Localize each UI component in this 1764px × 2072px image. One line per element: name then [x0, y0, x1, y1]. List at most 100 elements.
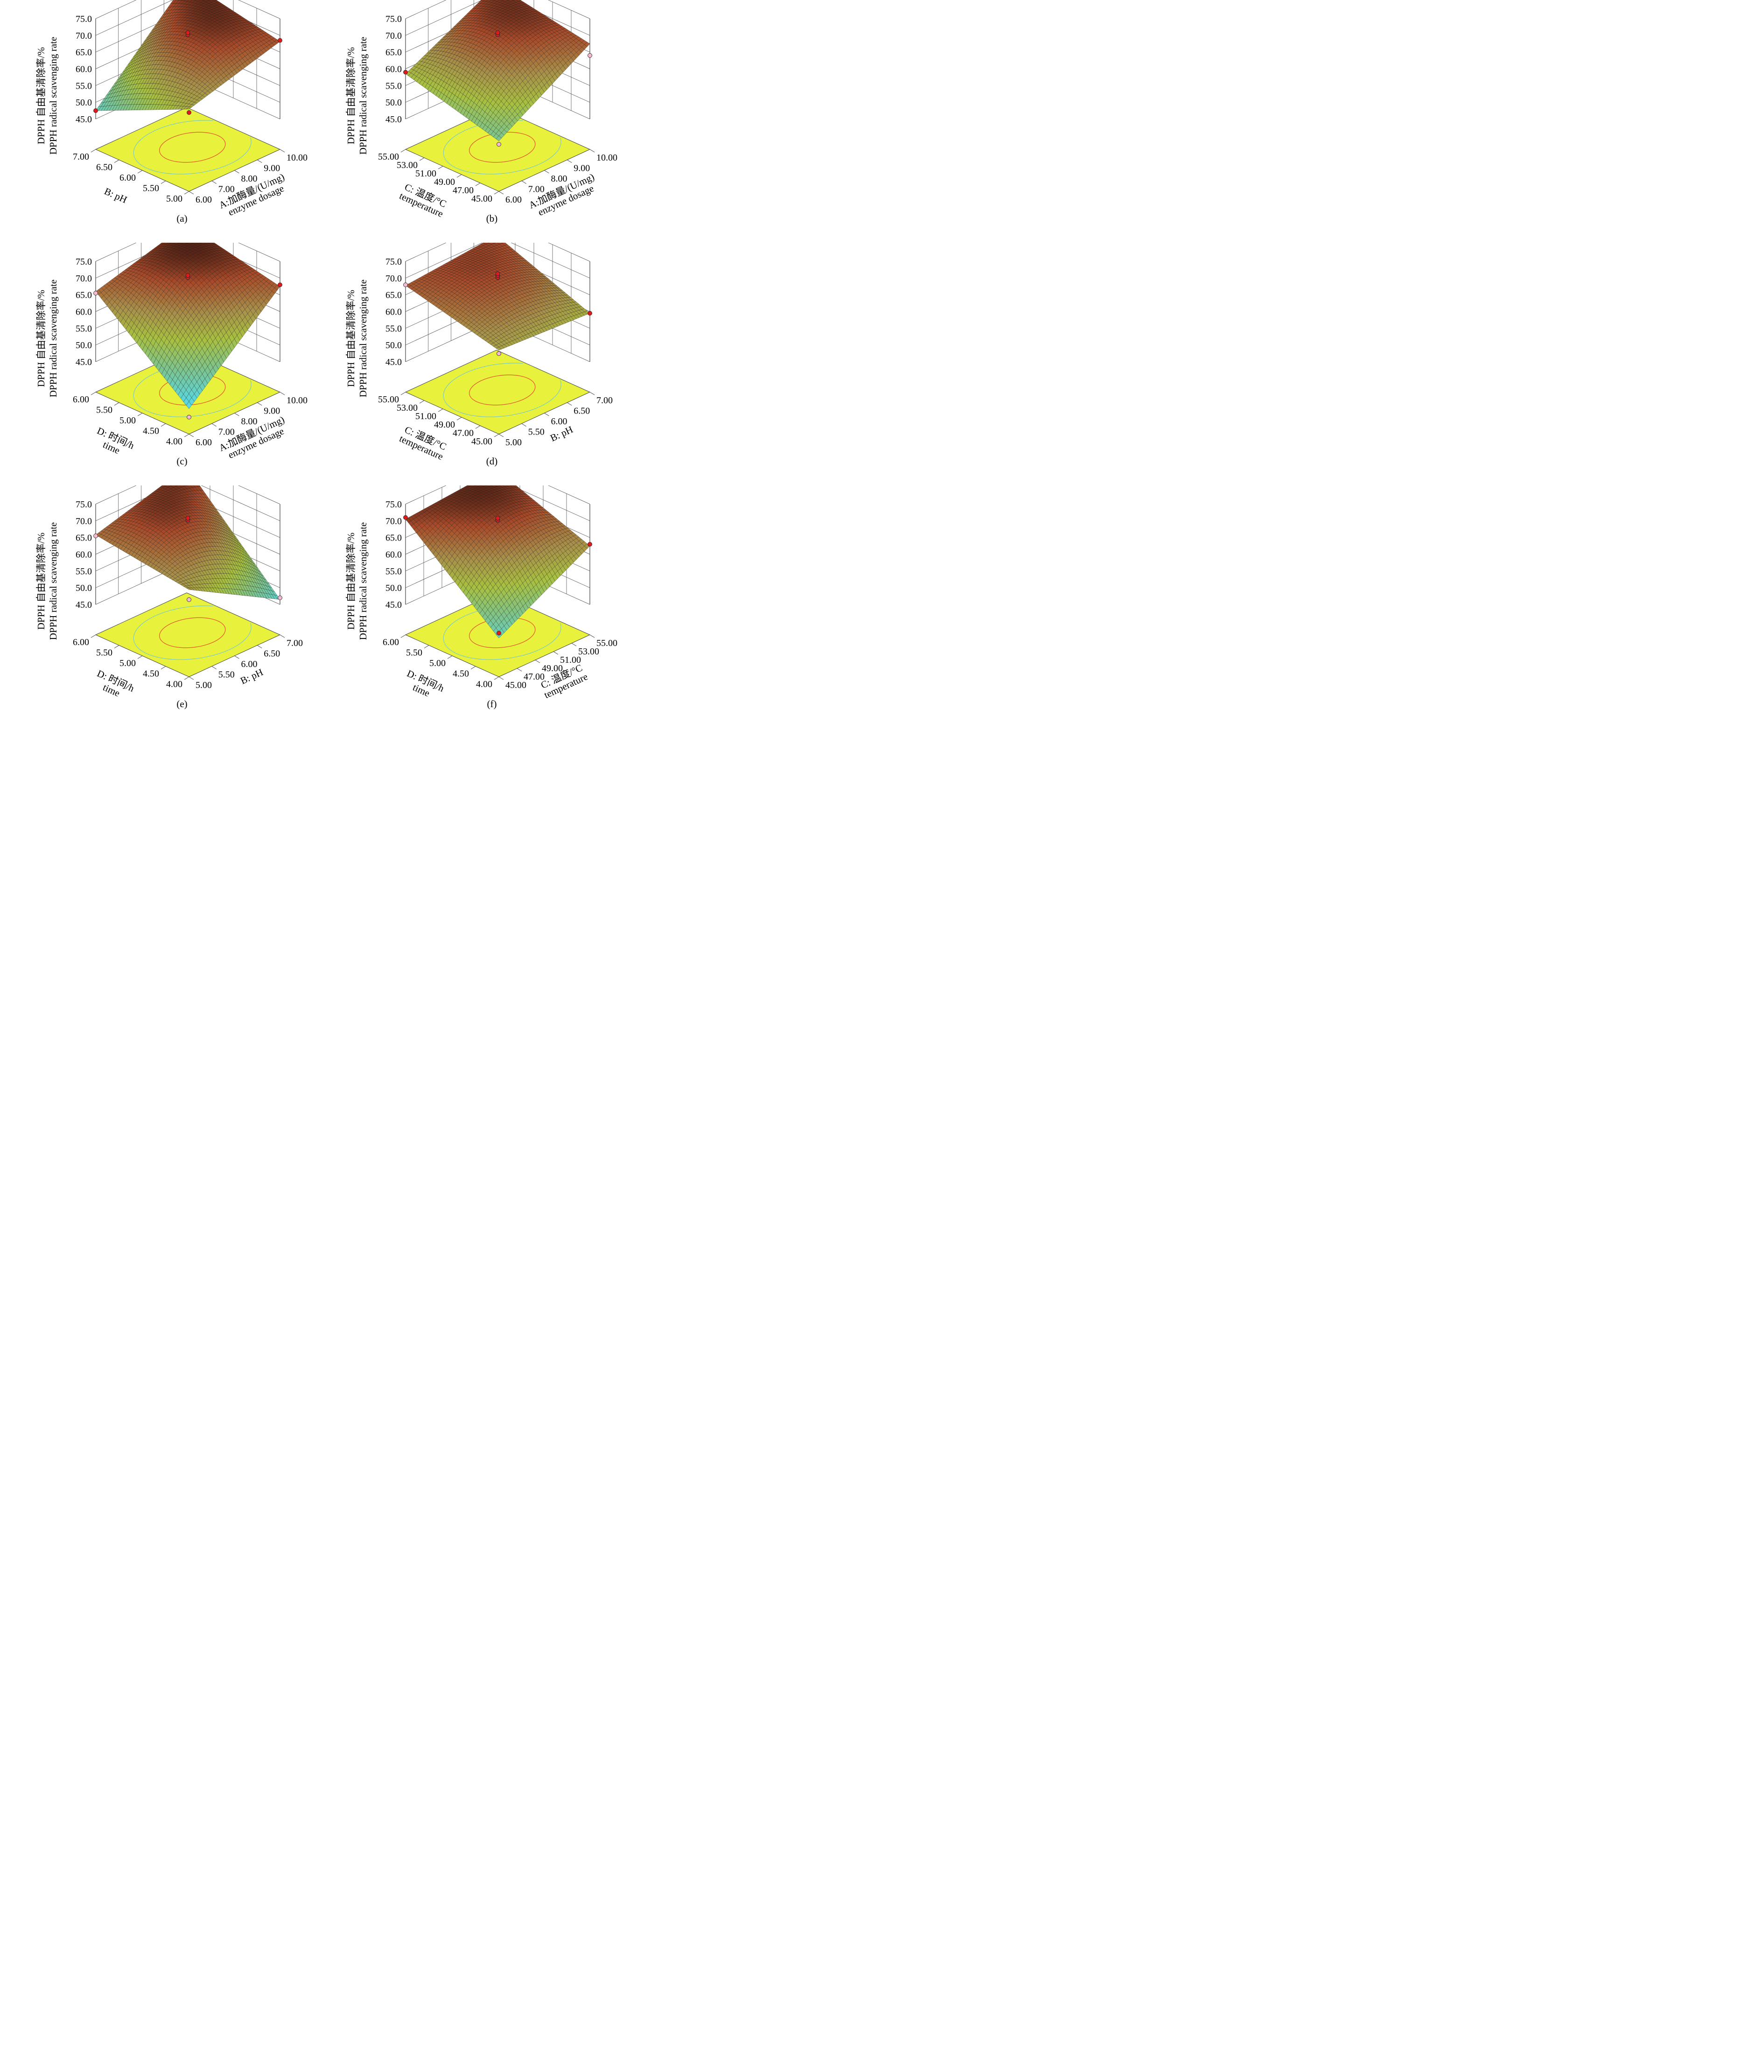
right-axis-tick-label-b: 6.00 [505, 195, 522, 205]
z-tick-label-f: 70.0 [385, 516, 402, 527]
right-axis-tick-label-c: 9.00 [264, 406, 280, 416]
z-gridline-b [405, 0, 590, 36]
surface-mesh-a [95, 0, 280, 111]
left-axis-tick-label-c: 4.50 [143, 426, 159, 436]
right-axis-tick-label-f: 49.00 [542, 663, 563, 674]
z-tick-label-b: 60.0 [385, 64, 402, 75]
panel-caption-b: (b) [486, 213, 498, 224]
left-axis-tick-label-d: 45.00 [471, 436, 492, 447]
right-axis-tick-label-c: 6.00 [196, 437, 212, 448]
z-gridline-b [405, 0, 590, 19]
left-axis-tick-label-f: 4.50 [453, 669, 469, 679]
right-axis-tick-label-e: 5.50 [218, 670, 235, 680]
left-axis-title-a: B: pH [103, 185, 129, 205]
right-axis-tick-label-d: 6.50 [574, 406, 590, 416]
right-axis-ticks-e: 5.00 5.50 6.00 6.50 7.00 [189, 634, 303, 690]
left-axis-tick-label-a: 5.00 [166, 194, 182, 204]
z-tick-label-e: 45.0 [76, 600, 92, 610]
left-axis-tick-label-a: 5.50 [143, 183, 159, 194]
right-axis-tick-label-f: 51.00 [560, 655, 581, 665]
data-point-c-2 [185, 273, 190, 278]
right-axis-tick-label-d: 5.00 [505, 437, 522, 448]
right-axis-tick-label-b: 7.00 [528, 184, 545, 195]
left-axis-tick-label-d: 51.00 [415, 411, 436, 421]
z-tick-label-b: 75.0 [385, 14, 402, 24]
chart-d: 45.0 50.0 55.0 60.0 65.0 70.0 75.0 DPPH 自由基清除率/… [345, 219, 613, 467]
z-tick-label-f: 55.0 [385, 566, 402, 576]
z-tick-label-c: 65.0 [76, 290, 92, 301]
z-tick-label-a: 50.0 [76, 98, 92, 108]
left-axis-tick-label-f: 4.00 [476, 679, 492, 689]
z-axis-title-b: DPPH 自由基清除率/% DPPH radical scavenging rat… [345, 37, 369, 155]
design-points-d [403, 271, 592, 356]
right-axis-tick-label-c: 7.00 [218, 427, 235, 437]
panel-caption-f: (f) [487, 698, 497, 709]
z-tick-label-c: 60.0 [76, 307, 92, 317]
right-axis-tick-label-d: 5.50 [528, 427, 545, 437]
chart-panel-c: 45.0 50.0 55.0 60.0 65.0 70.0 75.0 DPPH 自由基清除率/… [0, 215, 310, 485]
left-axis-tick-label-f: 5.00 [429, 658, 446, 668]
surface-mesh-e [95, 467, 280, 600]
contours-d [443, 363, 561, 417]
left-axis-tick-label-f: 6.00 [383, 637, 399, 647]
right-axis-tick-label-a: 9.00 [264, 163, 280, 174]
chart-panel-b: 45.0 50.0 55.0 60.0 65.0 70.0 75.0 DPPH 自由基清除率/… [310, 0, 620, 243]
data-point-f-2 [495, 516, 500, 520]
z-tick-label-c: 45.0 [76, 357, 92, 367]
left-axis-ticks-a: 5.00 5.50 6.00 6.50 7.00 [73, 149, 189, 204]
z-tick-label-f: 60.0 [385, 550, 402, 560]
right-axis-tick-label-c: 10.00 [287, 395, 308, 406]
left-axis-tick-label-e: 6.00 [73, 637, 89, 647]
left-axis-tick-label-d: 47.00 [453, 428, 474, 438]
z-tick-label-a: 45.0 [76, 114, 92, 125]
z-tick-label-f: 65.0 [385, 533, 402, 543]
z-tick-label-e: 70.0 [76, 516, 92, 527]
data-point-d-5 [403, 282, 408, 288]
right-axis-tick-label-a: 7.00 [218, 184, 235, 195]
z-tick-label-b: 45.0 [385, 114, 402, 125]
data-point-a-3 [278, 38, 282, 43]
left-axis-label-line-a: B: pH [103, 185, 129, 205]
panel-caption-c: (c) [176, 456, 187, 467]
chart-panel-d: 45.0 50.0 55.0 60.0 65.0 70.0 75.0 DPPH 自由基清除率/… [310, 219, 620, 485]
chart-f: 45.0 50.0 55.0 60.0 65.0 70.0 75.0 DPPH 自由基清除率/… [345, 462, 617, 709]
chart-e: 45.0 50.0 55.0 60.0 65.0 70.0 75.0 DPPH 自由基清除率/… [35, 462, 303, 709]
left-axis-ticks-f: 4.00 4.50 5.00 5.50 6.00 [383, 634, 499, 689]
left-axis-ticks-c: 4.00 4.50 5.00 5.50 6.00 [73, 392, 189, 447]
right-axis-label-line-e: B: pH [238, 667, 265, 687]
z-tick-label-d: 55.0 [385, 323, 402, 334]
design-points-f [403, 515, 592, 636]
floor-plane-e [95, 592, 281, 677]
left-axis-tick-label-e: 4.50 [143, 669, 159, 679]
z-tick-label-d: 75.0 [385, 257, 402, 267]
z-axis-label-line-c: DPPH 自由基清除率/% [35, 290, 47, 387]
left-axis-tick-label-c: 6.00 [73, 394, 89, 405]
left-axis-tick-label-b: 49.00 [434, 177, 455, 187]
z-tick-label-f: 50.0 [385, 583, 402, 593]
z-tick-label-e: 50.0 [76, 583, 92, 593]
z-axis-label-line-e: DPPH radical scavenging rate [48, 522, 59, 640]
data-point-f-3 [588, 542, 592, 547]
z-gridline-a [95, 0, 280, 19]
left-axis-tick-label-d: 55.00 [378, 394, 399, 405]
data-point-a-2 [185, 30, 190, 35]
z-axis-label-line-d: DPPH 自由基清除率/% [345, 290, 357, 387]
data-point-b-4 [403, 70, 408, 75]
right-axis-tick-label-a: 8.00 [241, 174, 258, 184]
chart-panel-f: 45.0 50.0 55.0 60.0 65.0 70.0 75.0 DPPH 自由基清除率/… [310, 462, 620, 729]
z-axis-label-line-a: DPPH radical scavenging rate [48, 37, 59, 155]
z-tick-label-f: 75.0 [385, 499, 402, 510]
left-axis-tick-label-b: 51.00 [415, 169, 436, 179]
chart-c: 45.0 50.0 55.0 60.0 65.0 70.0 75.0 DPPH 自由基清除率/… [35, 215, 308, 467]
z-axis-title-c: DPPH 自由基清除率/% DPPH radical scavenging rat… [35, 280, 59, 398]
left-axis-tick-label-a: 7.00 [73, 152, 89, 162]
left-axis-tick-label-b: 55.00 [378, 152, 399, 162]
left-axis-tick-label-f: 5.50 [406, 648, 422, 658]
right-axis-tick-label-c: 8.00 [241, 416, 258, 427]
left-axis-tick-label-b: 45.00 [471, 194, 492, 204]
z-tick-label-c: 75.0 [76, 257, 92, 267]
